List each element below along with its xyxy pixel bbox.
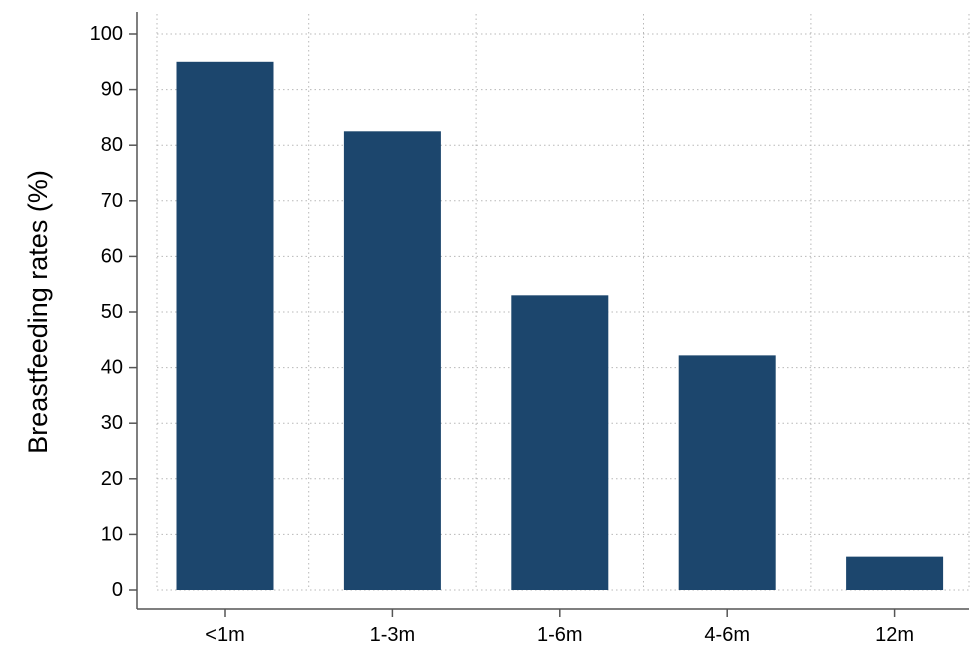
x-tick-label: 1-3m — [370, 624, 416, 645]
x-tick-label: 1-6m — [537, 624, 583, 645]
y-tick-label: 60 — [101, 245, 123, 267]
y-tick-label: 30 — [101, 412, 123, 434]
bar-3 — [678, 355, 776, 590]
x-tick-label: 12m — [875, 624, 914, 645]
y-axis-title: Breastfeeding rates (%) — [23, 170, 53, 454]
y-tick-label: 50 — [101, 301, 123, 323]
y-tick-label: 80 — [101, 134, 123, 156]
bar-2 — [511, 295, 609, 590]
y-tick-label: 70 — [101, 190, 123, 212]
y-tick-label: 100 — [90, 23, 123, 45]
y-axis-ticks: 0 10 20 30 40 50 60 70 80 90 100 — [90, 23, 137, 601]
y-tick-label: 90 — [101, 79, 123, 101]
y-tick-label: 40 — [101, 357, 123, 379]
y-tick-label: 20 — [101, 468, 123, 490]
axes — [136, 12, 969, 610]
y-tick-label: 10 — [101, 523, 123, 545]
bar-4 — [846, 556, 944, 590]
bars — [176, 61, 944, 591]
y-tick-label: 0 — [112, 579, 123, 601]
bar-1 — [343, 131, 441, 591]
x-tick-label: 4-6m — [704, 624, 750, 645]
x-tick-label: <1m — [205, 624, 244, 645]
x-axis-ticks: <1m 1-3m 1-6m 4-6m 12m — [205, 609, 914, 645]
bar-0 — [176, 61, 274, 591]
